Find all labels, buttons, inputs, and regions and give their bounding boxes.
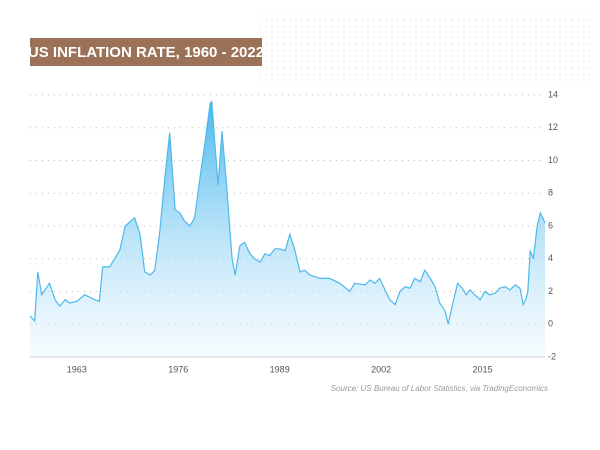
y-tick-label: 14 bbox=[548, 89, 558, 99]
x-tick-label: 2015 bbox=[473, 364, 493, 374]
background-dots bbox=[260, 14, 590, 84]
area bbox=[30, 101, 545, 357]
source: Source: US Bureau of Labor Statistics, v… bbox=[331, 384, 548, 393]
y-tick-label: -2 bbox=[548, 351, 556, 361]
line bbox=[29, 100, 546, 325]
y-tick-label: 6 bbox=[548, 220, 553, 230]
x-tick-label: 1989 bbox=[270, 364, 290, 374]
y-tick-label: 8 bbox=[548, 188, 553, 198]
x-tick-label: 1976 bbox=[168, 364, 188, 374]
y-tick-label: 2 bbox=[548, 286, 553, 296]
y-tick-label: 4 bbox=[548, 253, 553, 263]
chart-title: US INFLATION RATE, 1960 - 2022 bbox=[28, 44, 264, 61]
y-tick-label: 10 bbox=[548, 155, 558, 165]
y-tick-label: 0 bbox=[548, 319, 553, 329]
x-tick-label: 1963 bbox=[67, 364, 87, 374]
x-tick-label: 2002 bbox=[371, 364, 391, 374]
title-box bbox=[30, 38, 262, 66]
y-tick-label: 12 bbox=[548, 122, 558, 132]
